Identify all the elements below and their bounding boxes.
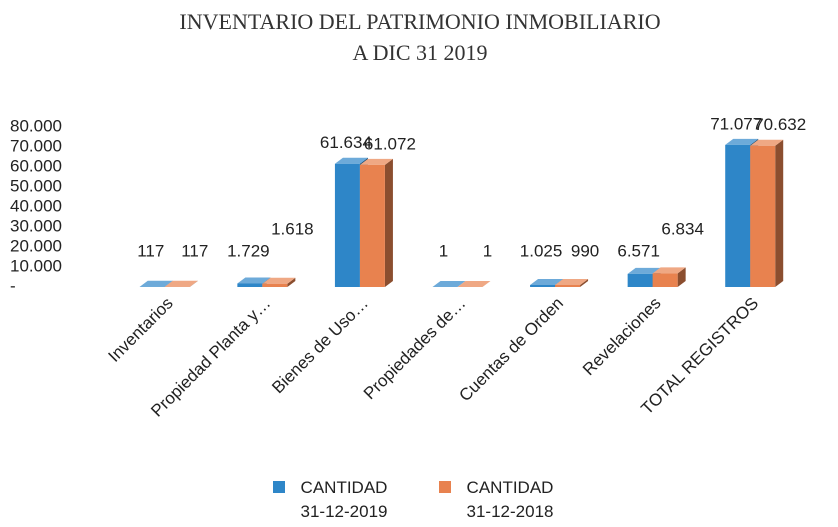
bar-face — [432, 280, 466, 287]
bar — [750, 139, 784, 287]
data-label: 61.072 — [364, 134, 416, 153]
data-label: 71.077 — [710, 114, 762, 133]
bar-face — [287, 277, 296, 287]
bar — [262, 277, 296, 287]
bar-face — [262, 277, 296, 284]
legend-item: CANTIDAD 31-12-2018 — [439, 476, 565, 524]
bar-face — [725, 138, 759, 145]
x-tick-label: Revelaciones — [579, 294, 665, 380]
data-label: 1.729 — [227, 241, 270, 260]
bar — [652, 267, 686, 287]
y-tick-label: 40.000 — [10, 196, 62, 215]
data-label: 117 — [137, 241, 164, 260]
bar — [457, 280, 491, 287]
bar-face — [750, 139, 784, 146]
legend-item: CANTIDAD 31-12-2019 — [273, 476, 399, 524]
bar-face — [334, 157, 368, 164]
bar-face — [627, 267, 661, 274]
bar — [359, 158, 393, 287]
x-tick-label: Propiedades de… — [360, 294, 470, 404]
bar-face — [725, 144, 751, 287]
x-tick-label: Bienes de Uso… — [268, 294, 372, 398]
data-label: 990 — [571, 241, 599, 260]
y-tick-label: 30.000 — [10, 216, 62, 235]
legend-label: CANTIDAD 31-12-2018 — [466, 478, 554, 521]
bar-face — [262, 283, 288, 287]
bar-face — [652, 267, 686, 274]
data-label: 1.618 — [271, 219, 314, 238]
bar-face — [334, 163, 360, 287]
bar-face — [530, 284, 556, 287]
y-tick-label: 10.000 — [10, 256, 62, 275]
data-label: 1 — [439, 241, 448, 260]
legend-swatch — [273, 481, 285, 493]
bar-face — [457, 280, 491, 287]
bar-face — [530, 278, 564, 285]
bar-face — [627, 273, 653, 287]
data-label: 6.834 — [661, 219, 704, 238]
legend-swatch — [439, 481, 451, 493]
y-tick-label: 60.000 — [10, 156, 62, 175]
x-tick-label: Inventarios — [105, 294, 177, 366]
chart-svg: INVENTARIO DEL PATRIMONIO INMOBILIARIO A… — [10, 9, 806, 421]
y-tick-label: 80.000 — [10, 116, 62, 135]
legend: CANTIDAD 31-12-2019 CANTIDAD 31-12-2018 — [0, 476, 838, 524]
bar-face — [750, 145, 776, 287]
bar-face — [652, 273, 678, 287]
data-label: 70.632 — [754, 115, 806, 134]
bar-face — [139, 280, 173, 287]
bar-face — [237, 283, 263, 287]
y-tick-label: 20.000 — [10, 236, 62, 255]
y-tick-label: 70.000 — [10, 136, 62, 155]
bar-face — [677, 267, 686, 287]
y-tick-label: - — [10, 276, 16, 295]
bar — [555, 279, 589, 287]
data-label: 6.571 — [617, 241, 660, 260]
y-tick-label: 50.000 — [10, 176, 62, 195]
x-tick-label: Cuentas de Orden — [455, 294, 567, 406]
chart-title: INVENTARIO DEL PATRIMONIO INMOBILIARIO — [179, 9, 660, 34]
data-label: 1 — [483, 241, 492, 260]
bar-face — [359, 158, 393, 165]
data-label: 61.634 — [320, 133, 372, 152]
bar-face — [555, 279, 589, 286]
bar-face — [482, 280, 491, 287]
bar-face — [775, 139, 784, 287]
data-label: 1.025 — [520, 241, 563, 260]
bar-face — [384, 158, 393, 287]
bar-face — [555, 285, 581, 287]
bar-face — [359, 164, 385, 287]
bar-face — [580, 279, 589, 287]
bar-face — [237, 277, 271, 284]
chart-title: A DIC 31 2019 — [352, 40, 487, 65]
legend-label: CANTIDAD 31-12-2019 — [300, 478, 388, 521]
data-label: 117 — [181, 241, 208, 260]
bar-face — [164, 280, 198, 287]
bar — [164, 280, 198, 287]
bar-face — [189, 280, 198, 287]
